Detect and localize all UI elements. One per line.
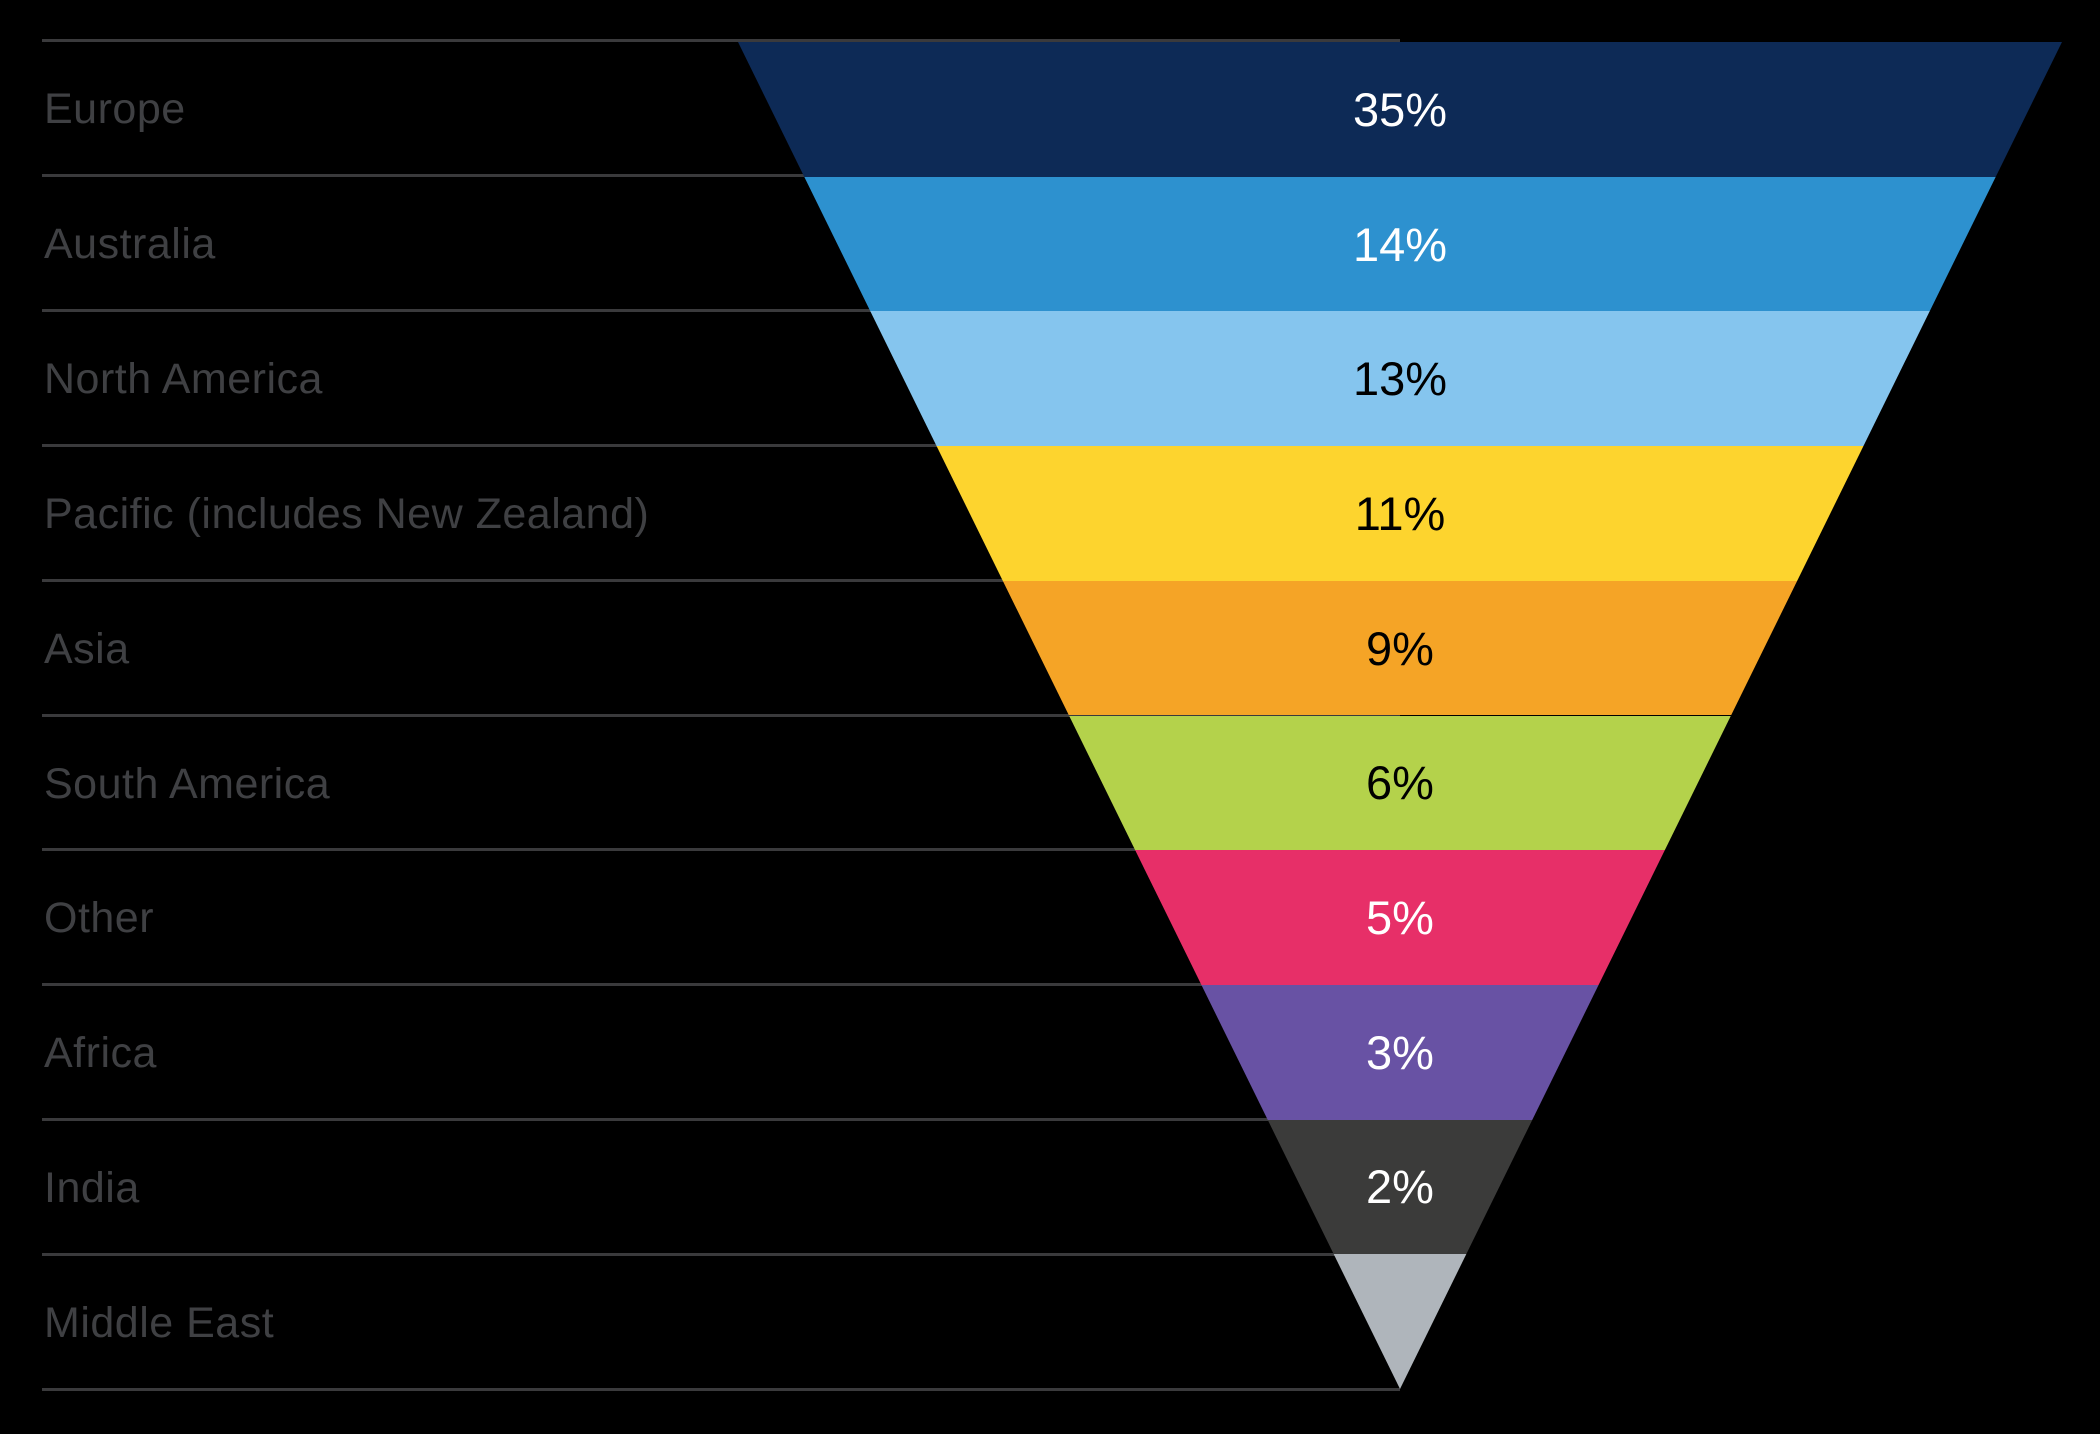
funnel-segment: 13% [738, 311, 2062, 447]
funnel-segment: 3% [738, 984, 2062, 1120]
category-label: Other [44, 894, 155, 943]
funnel-segment: 6% [738, 715, 2062, 851]
category-label: North America [44, 354, 323, 403]
row-divider-line [42, 713, 1400, 717]
funnel-segment: 2% [738, 1119, 2062, 1255]
segment-value-label: 11% [1354, 486, 1446, 540]
row-divider-line [42, 308, 1400, 312]
funnel-segment: 14% [738, 176, 2062, 312]
category-label: Australia [44, 219, 216, 268]
category-label: India [44, 1164, 140, 1213]
row-divider-line [42, 443, 1400, 447]
segment-value-label: 5% [1366, 891, 1434, 945]
segment-value-label: 9% [1366, 621, 1434, 675]
segment-value-label: 35% [1352, 82, 1448, 136]
funnel-segment: 11% [738, 446, 2062, 581]
row-divider-line [42, 848, 1400, 852]
category-label: Middle East [44, 1299, 275, 1348]
funnel-segment: 9% [738, 580, 2062, 716]
row-divider-line [42, 578, 1400, 582]
row-divider-line [42, 173, 1400, 177]
row-divider-line [42, 39, 1400, 42]
segment-value-label: 14% [1352, 217, 1448, 271]
funnel-segment [738, 1254, 2062, 1389]
category-label: Pacific (includes New Zealand) [44, 489, 650, 538]
segment-value-label: 2% [1366, 1160, 1434, 1214]
row-divider-line [42, 1118, 1400, 1122]
row-divider-line [42, 1253, 1400, 1257]
segment-value-label: 3% [1366, 1025, 1434, 1079]
segment-value-label: 13% [1352, 352, 1448, 406]
category-label: Africa [44, 1029, 157, 1078]
funnel-segment: 35% [738, 42, 2062, 177]
row-divider-line [42, 983, 1400, 987]
category-label: South America [44, 759, 331, 808]
segment-value-label: 6% [1366, 756, 1434, 810]
category-label: Asia [44, 624, 130, 673]
category-label: Europe [44, 85, 186, 133]
row-divider-line [42, 1388, 1400, 1391]
funnel-segment: 5% [738, 850, 2062, 985]
